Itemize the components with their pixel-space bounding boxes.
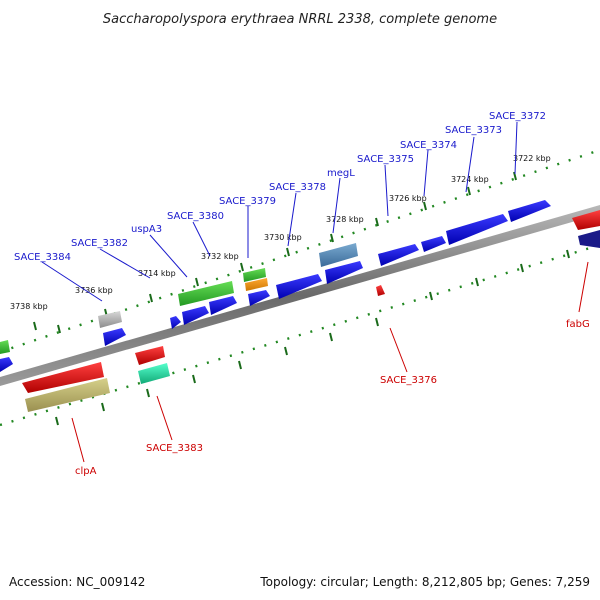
gene-arrow-sace-3373[interactable] [446, 214, 508, 245]
forward-gene-labels: SACE_3372 SACE_3373 SACE_3374 SACE_3375 … [14, 111, 546, 263]
gene-arrow-edge-blue[interactable] [0, 357, 13, 372]
map-title: Saccharopolyspora erythraea NRRL 2338, c… [103, 12, 497, 27]
gene-arrow-sace-3383[interactable] [135, 346, 165, 365]
gene-arrow-small[interactable] [170, 316, 181, 329]
reverse-gene-labels: fabG SACE_3376 SACE_3383 clpA [75, 319, 590, 477]
gene-label-sace-3382[interactable]: SACE_3382 [71, 238, 128, 249]
lower-tick-track [0, 243, 600, 427]
gene-arrow-megl-2[interactable] [325, 261, 363, 284]
gene-arrow-sace-3383-b[interactable] [138, 363, 170, 384]
gene-label-sace-3374[interactable]: SACE_3374 [400, 140, 457, 151]
lower-major-ticks [55, 249, 570, 426]
gene-label-sace-3378[interactable]: SACE_3378 [269, 182, 326, 193]
forward-genes [0, 200, 551, 372]
gene-arrow-edge-green[interactable] [0, 340, 10, 354]
kbp-label: 3724 kbp [451, 175, 489, 184]
gene-arrow-sace-3382[interactable] [182, 306, 209, 325]
gene-arrow-megl[interactable] [319, 243, 358, 267]
gene-arrow-fabg-b[interactable] [578, 230, 600, 248]
reverse-genes [22, 210, 600, 412]
kbp-label: 3730 kbp [264, 233, 302, 242]
gene-arrow-sace-3379-b[interactable] [245, 278, 268, 291]
gene-label-sace-3375[interactable]: SACE_3375 [357, 154, 414, 165]
kbp-label: 3738 kbp [10, 302, 48, 311]
gene-arrow-sace-3374[interactable] [421, 236, 446, 252]
reverse-leaders [71, 261, 589, 463]
gene-label-sace-3380[interactable]: SACE_3380 [167, 211, 224, 222]
gene-arrow-sace-3379-c[interactable] [248, 290, 270, 306]
gene-label-fabg[interactable]: fabG [566, 319, 590, 330]
forward-leaders [41, 121, 518, 302]
gene-label-clpa[interactable]: clpA [75, 466, 97, 477]
topology-summary: Topology: circular; Length: 8,212,805 bp… [259, 575, 590, 589]
gene-arrow-sace-3375[interactable] [378, 244, 419, 266]
kbp-label: 3728 kbp [326, 215, 364, 224]
gene-arrow-sace-3384[interactable] [103, 328, 126, 346]
kbp-labels: 3722 kbp 3724 kbp 3726 kbp 3728 kbp 3730… [10, 154, 551, 311]
gene-arrow-sace-3376[interactable] [376, 285, 385, 296]
gene-arrow-uspa3[interactable] [209, 296, 237, 315]
upper-tick-track [0, 148, 600, 354]
kbp-label: 3722 kbp [513, 154, 551, 163]
gene-arrow-clpa-b[interactable] [25, 378, 110, 412]
gene-label-sace-3376[interactable]: SACE_3376 [380, 375, 437, 386]
gene-arrow-sace-3378[interactable] [276, 274, 322, 299]
gene-arrow-fabg[interactable] [572, 210, 600, 230]
kbp-label: 3736 kbp [75, 286, 113, 295]
kbp-label: 3714 kbp [138, 269, 176, 278]
gene-label-sace-3373[interactable]: SACE_3373 [445, 125, 502, 136]
gene-label-sace-3383[interactable]: SACE_3383 [146, 443, 203, 454]
gene-label-sace-3372[interactable]: SACE_3372 [489, 111, 546, 122]
gene-label-sace-3379[interactable]: SACE_3379 [219, 196, 276, 207]
gene-label-uspa3[interactable]: uspA3 [131, 224, 162, 235]
kbp-label: 3732 kbp [201, 252, 239, 261]
gene-arrow-gray[interactable] [98, 311, 122, 328]
gene-label-sace-3384[interactable]: SACE_3384 [14, 252, 71, 263]
gene-arrow-clpa[interactable] [22, 362, 104, 393]
gene-arrow-sace-3372[interactable] [508, 200, 551, 222]
kbp-label: 3726 kbp [389, 194, 427, 203]
accession-text: Accession: NC_009142 [9, 575, 145, 589]
gene-arrow-sace-3380[interactable] [178, 281, 234, 306]
genome-backbone [0, 205, 600, 386]
gene-label-megl[interactable]: megL [327, 168, 355, 179]
gene-arrow-sace-3379[interactable] [243, 268, 266, 282]
